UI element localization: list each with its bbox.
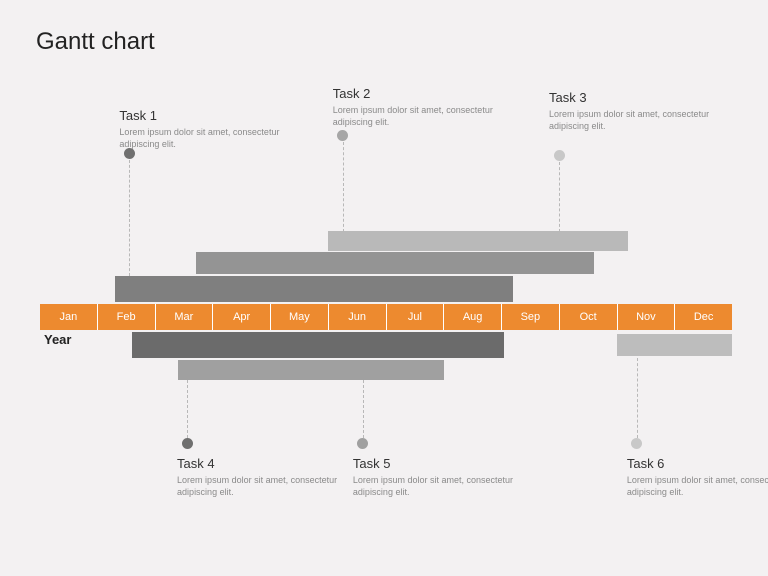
month-cell: Jun [329, 304, 387, 330]
month-cell: Mar [156, 304, 214, 330]
gantt-bar [328, 231, 628, 251]
task-desc: Lorem ipsum dolor sit amet, consectetur … [177, 474, 347, 498]
task-desc: Lorem ipsum dolor sit amet, consectetur … [119, 126, 289, 150]
task-name: Task 5 [353, 456, 523, 471]
gantt-bar [196, 252, 594, 274]
gantt-bar [132, 332, 504, 358]
month-cell: Nov [618, 304, 676, 330]
callout-connector [637, 358, 638, 438]
task-name: Task 3 [549, 90, 719, 105]
task-name: Task 4 [177, 456, 347, 471]
gantt-bar [617, 334, 732, 356]
callout-connector [343, 142, 344, 232]
task-name: Task 2 [333, 86, 503, 101]
task-desc: Lorem ipsum dolor sit amet, consectetur … [353, 474, 523, 498]
callout-connector [559, 162, 560, 232]
month-cell: Oct [560, 304, 618, 330]
callout-dot [337, 130, 348, 141]
gantt-bar [178, 360, 443, 380]
task-callout: Task 2 Lorem ipsum dolor sit amet, consec… [333, 86, 503, 128]
task-desc: Lorem ipsum dolor sit amet, consectetur … [627, 474, 768, 498]
task-desc: Lorem ipsum dolor sit amet, consectetur … [549, 108, 719, 132]
month-cell: Aug [444, 304, 502, 330]
task-callout: Task 5 Lorem ipsum dolor sit amet, consec… [353, 456, 523, 498]
task-callout: Task 1 Lorem ipsum dolor sit amet, consec… [119, 108, 289, 150]
month-cell: Feb [98, 304, 156, 330]
gantt-bar [115, 276, 513, 302]
gantt-chart: JanFebMarAprMayJunJulAugSepOctNovDec Yea… [0, 0, 768, 576]
month-axis: JanFebMarAprMayJunJulAugSepOctNovDec [40, 304, 732, 330]
callout-connector [187, 380, 188, 438]
task-callout: Task 3 Lorem ipsum dolor sit amet, consec… [549, 90, 719, 132]
month-cell: Jul [387, 304, 445, 330]
task-callout: Task 6 Lorem ipsum dolor sit amet, consec… [627, 456, 768, 498]
month-cell: May [271, 304, 329, 330]
task-callout: Task 4 Lorem ipsum dolor sit amet, consec… [177, 456, 347, 498]
task-desc: Lorem ipsum dolor sit amet, consectetur … [333, 104, 503, 128]
callout-dot [554, 150, 565, 161]
callout-connector [363, 380, 364, 438]
task-name: Task 6 [627, 456, 768, 471]
year-label: Year [44, 332, 71, 347]
month-cell: Jan [40, 304, 98, 330]
callout-connector [129, 160, 130, 276]
month-cell: Dec [675, 304, 732, 330]
callout-dot [357, 438, 368, 449]
month-cell: Apr [213, 304, 271, 330]
callout-dot [631, 438, 642, 449]
month-cell: Sep [502, 304, 560, 330]
callout-dot [182, 438, 193, 449]
task-name: Task 1 [119, 108, 289, 123]
